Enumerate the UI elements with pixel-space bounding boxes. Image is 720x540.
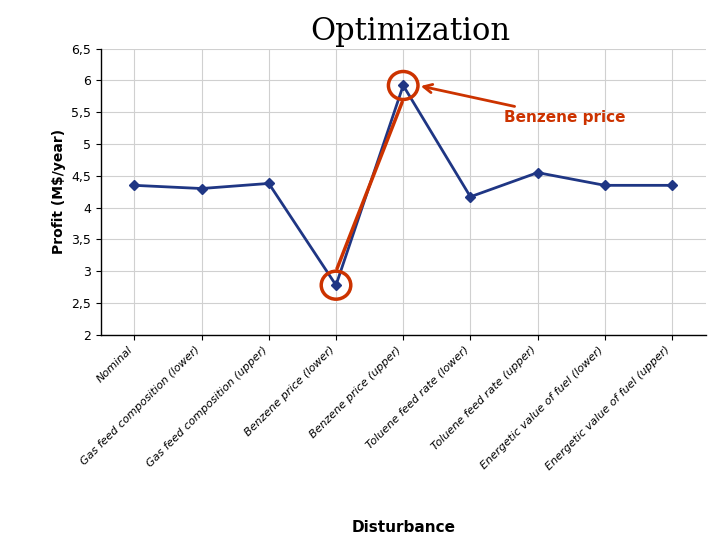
Y-axis label: Profit (M$/year): Profit (M$/year) [52,129,66,254]
Text: Benzene price: Benzene price [424,84,626,125]
Text: Disturbance: Disturbance [351,519,455,535]
Text: Optimization: Optimization [310,16,510,47]
Text: 8: 8 [14,503,25,518]
Text: Self-Optimizing Control: Self-Optimizing Control [13,144,27,309]
